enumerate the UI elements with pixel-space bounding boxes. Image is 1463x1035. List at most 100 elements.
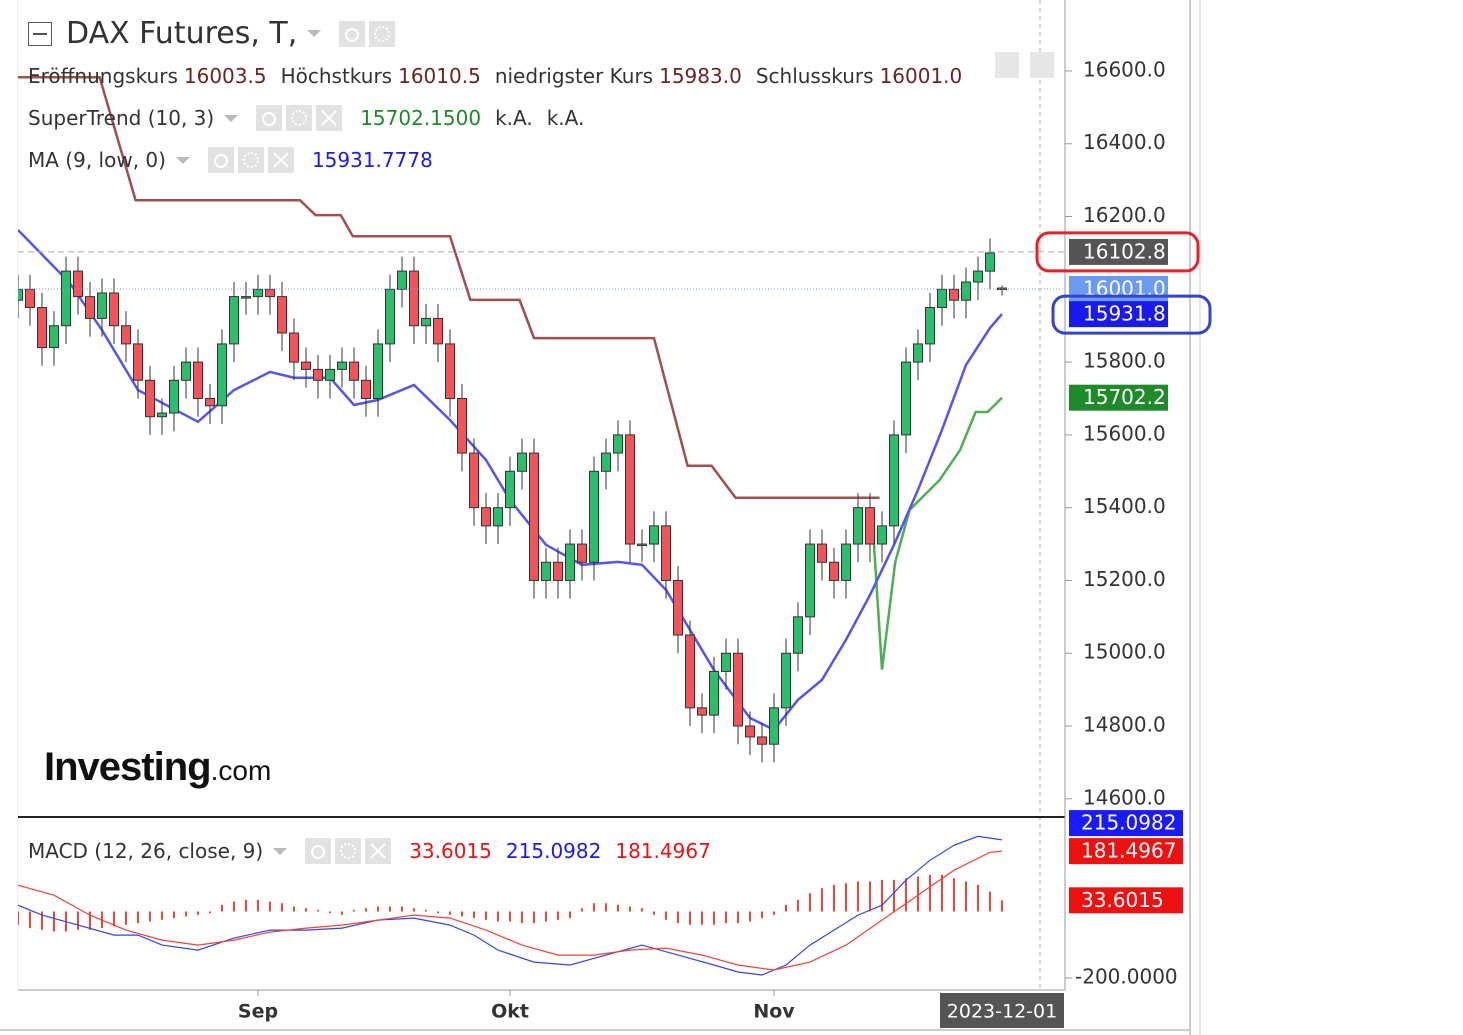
histogram-bar [233,901,235,912]
histogram-bar [905,878,907,912]
candle-body [985,252,995,272]
candle-body [457,397,467,454]
price-label: 181.4967 [1081,839,1176,863]
button[interactable] [995,52,1019,78]
histogram-bar [269,901,271,912]
visibility-button[interactable] [339,20,366,47]
indicator-value: k.A. [495,106,533,130]
visibility-button[interactable] [207,147,234,173]
y-tick-label: -200.0000 [1075,965,1178,989]
candle-body [109,292,119,327]
remove-button[interactable] [316,105,343,131]
histogram-bar [365,908,367,912]
candle-body [613,434,623,454]
histogram-bar [209,911,211,914]
settings-button[interactable] [369,20,396,47]
histogram-bar [389,906,391,912]
histogram-bar [953,878,955,912]
x-tick-label: Nov [753,1001,795,1023]
histogram-bar [221,904,223,912]
watermark: Investing.com [44,745,271,790]
legend-label: niedrigster Kurs [494,64,654,88]
histogram-bar [353,909,355,912]
histogram-bar [641,908,643,912]
candle-body [433,317,443,345]
histogram-bar [329,911,331,914]
histogram-bar [617,904,619,912]
histogram-bar [701,911,703,925]
histogram-bar [89,911,91,930]
candle-body [325,368,335,381]
candle-body [733,652,743,727]
y-tick-label: 15000.0 [1083,640,1166,664]
histogram-bar [521,911,523,924]
candle-body [553,561,563,581]
histogram-bar [809,893,811,912]
remove-button[interactable] [267,147,294,173]
histogram-bar [245,899,247,912]
remove-button[interactable] [365,838,392,864]
candle-body [373,343,383,399]
histogram-bar [857,881,859,912]
candle-body [385,288,395,345]
histogram-bar [629,906,631,912]
histogram-bar [665,911,667,920]
candle-body [769,707,779,745]
histogram-bar [413,908,415,912]
candle-body [649,525,659,545]
candle-body [37,307,47,349]
candle-body [805,543,815,618]
histogram-bar [941,874,943,912]
candle-body [25,288,35,309]
visibility-button[interactable] [256,105,283,131]
dropdown[interactable] [224,114,239,122]
candle-body [481,507,491,527]
macd-pane [18,835,1003,976]
settings-button[interactable] [286,105,313,131]
collapse-button[interactable] [28,21,52,46]
histogram-bar [893,879,895,912]
candle-body [973,270,983,283]
settings-button[interactable] [237,147,264,173]
crosshair-box [940,993,1064,1028]
candle-body [241,296,251,299]
button[interactable] [1030,52,1054,78]
dropdown[interactable] [175,156,190,164]
indicator-value: k.A. [546,106,585,130]
candle-body [565,543,575,581]
y-tick-label: 16400.0 [1083,130,1166,154]
candle-body [397,270,407,290]
y-tick-label: 15600.0 [1083,421,1166,445]
candle-body [217,343,227,407]
histogram-bar [149,911,151,922]
price-label-box [1069,301,1168,328]
ohlc-legend: Eröffnungskurs 16003.5 Höchstkurs 16010.5 … [28,64,976,88]
y-tick-label: 15400.0 [1083,494,1166,518]
histogram-bar [761,911,763,919]
visibility-button[interactable] [305,838,332,864]
dropdown[interactable] [273,847,288,855]
y-tick-label: 15200.0 [1083,567,1166,591]
histogram-bar [653,911,655,915]
candle-body [709,670,719,716]
price-label: 33.6015 [1081,888,1164,912]
indicator-name: SuperTrend (10, 3) [28,106,215,130]
histogram-bar [185,911,187,917]
candle-body [625,434,635,545]
y-tick-label: 14600.0 [1083,785,1166,809]
dropdown[interactable] [307,30,322,37]
histogram-bar [785,904,787,912]
candle-body [781,652,791,709]
settings-button[interactable] [335,838,362,864]
y-tick-label: 16600.0 [1083,57,1166,81]
candle-body [445,343,455,399]
histogram-bar [401,906,403,912]
histogram-bar [833,884,835,912]
candle-body [49,325,59,349]
crosshair-label: 2023-12-01 [947,1001,1057,1023]
candle-body [469,452,479,509]
histogram-bar [533,911,535,924]
histogram-bar [749,911,751,922]
histogram-bar [125,911,127,925]
price-label: 215.0982 [1081,811,1176,835]
